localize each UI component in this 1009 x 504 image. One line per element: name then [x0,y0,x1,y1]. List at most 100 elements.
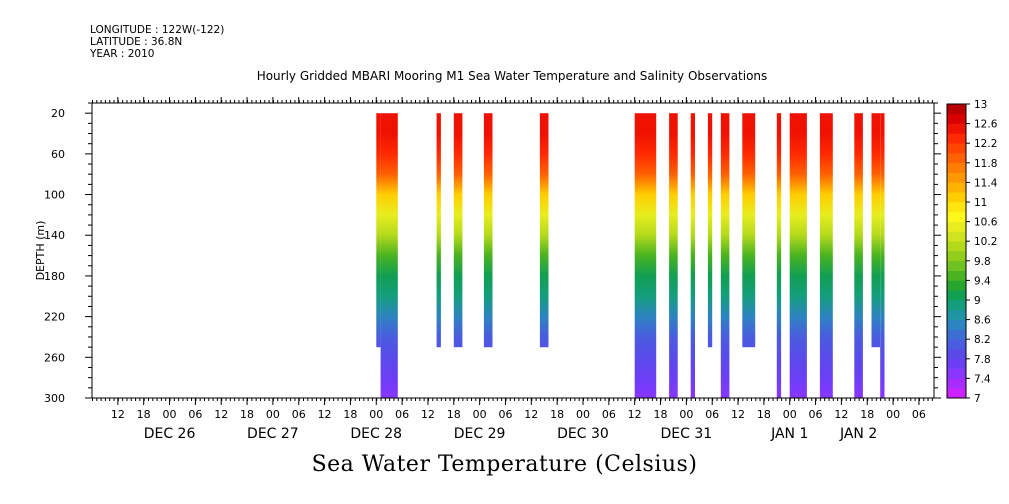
x-day-label: DEC 27 [247,426,299,442]
colorbar-tick-label: 9 [974,295,981,307]
colorbar-tick-label: 11.4 [974,177,998,189]
observation-bar [669,113,678,398]
x-day-label: JAN 2 [839,426,877,442]
colorbar-swatch [947,329,966,340]
colorbar-tick-label: 7 [974,393,981,405]
observation-bar [819,113,833,398]
x-hour-label: 00 [266,408,280,421]
x-hour-label: 00 [369,408,383,421]
x-hour-label: 00 [576,408,590,421]
x-hour-label: 18 [654,408,668,421]
plot-frame [91,102,935,399]
chart-bottom-title: Sea Water Temperature (Celsius) [311,452,698,477]
x-hour-label: 00 [473,408,487,421]
x-hour-label: 06 [395,408,409,421]
colorbar-swatch [947,202,966,213]
x-hour-label: 06 [602,408,616,421]
x-hour-label: 18 [343,408,357,421]
colorbar-tick-label: 7.8 [974,354,991,366]
x-day-label: DEC 31 [661,426,713,442]
observation-bar [742,113,756,348]
observation-bar [854,113,863,398]
axes: 12 18 00 06 12 18 00 06 12 18 00 06 12 18 00 06 12 18 00 06… [34,97,941,442]
x-day-label: JAN 1 [770,426,808,442]
observation-bar [707,113,713,348]
colorbar-swatch [947,319,966,330]
colorbar-tick-label: 10.6 [974,217,998,229]
year-label: YEAR : 2010 [90,48,155,60]
colorbar-tick-label: 7.4 [974,373,991,385]
y-tick-label: 180 [44,270,65,283]
colorbar-swatch [947,280,966,291]
x-hour-label: 06 [809,408,823,421]
observation-bar [483,113,493,348]
colorbar-tick-label: 11 [974,197,987,209]
colorbar-swatch [947,290,966,301]
colorbar-swatch [947,172,966,183]
colorbar-swatch [947,162,966,173]
colorbar: 13 12.6 12.2 11.8 11.4 11 10.6 10.2 9.8 9.4 9 8.6 8.… [946,99,998,405]
observation-bar [380,113,398,398]
colorbar-swatch [947,378,966,389]
colorbar-swatch [947,123,966,134]
x-hour-label: 12 [214,408,228,421]
y-tick-label: 60 [51,148,65,161]
colorbar-frame [946,103,967,399]
colorbar-swatch [947,231,966,242]
colorbar-swatch [947,339,966,350]
x-hour-label: 12 [834,408,848,421]
latitude-label: LATITUDE : 36.8N [90,36,183,48]
colorbar-swatch [947,358,966,369]
colorbar-tick-label: 8.6 [974,315,991,327]
observation-bar [871,113,881,348]
colorbar-swatch [947,300,966,311]
colorbar-swatch [947,211,966,222]
x-hour-label: 18 [240,408,254,421]
colorbar-swatch [947,368,966,379]
colorbar-tick-label: 13 [974,99,987,111]
y-axis-label: DEPTH (m) [34,221,47,281]
y-tick-label: 140 [44,229,65,242]
x-hour-label: 12 [628,408,642,421]
x-day-label: DEC 26 [144,426,196,442]
y-tick-label: 20 [51,107,65,120]
colorbar-tick-label: 9.8 [974,256,991,268]
observation-bar [453,113,463,348]
x-day-label: DEC 28 [350,426,402,442]
x-hour-label: 18 [860,408,874,421]
colorbar-swatch [947,143,966,154]
x-hour-label: 00 [679,408,693,421]
observation-bar [634,113,657,398]
x-hour-label: 00 [783,408,797,421]
x-hour-label: 12 [731,408,745,421]
y-tick-label: 220 [44,311,65,324]
colorbar-swatch [947,221,966,232]
longitude-label: LONGITUDE : 122W(-122) [90,24,225,36]
observation-bar [720,113,730,398]
x-hour-label: 12 [111,408,125,421]
x-hour-label: 06 [498,408,512,421]
x-hour-label: 06 [292,408,306,421]
colorbar-swatch [947,133,966,144]
x-hour-label: 06 [912,408,926,421]
x-hour-label: 00 [163,408,177,421]
y-tick-label: 260 [44,351,65,364]
observation-bar [880,113,885,398]
x-hour-label: 06 [188,408,202,421]
observation-bar [539,113,549,348]
colorbar-tick-label: 12.6 [974,119,998,131]
colorbar-tick-label: 8.2 [974,334,991,346]
colorbar-swatch [947,388,966,399]
observation-bar [690,113,695,398]
observation-bars [376,113,885,398]
x-day-label: DEC 29 [454,426,506,442]
colorbar-swatch [947,104,966,115]
colorbar-tick-label: 9.4 [974,275,991,287]
colorbar-swatch [947,260,966,271]
x-hour-label: 18 [447,408,461,421]
x-hour-label: 18 [550,408,564,421]
colorbar-tick-label: 10.2 [974,236,997,248]
x-hour-label: 12 [318,408,332,421]
y-tick-label: 300 [44,392,65,405]
